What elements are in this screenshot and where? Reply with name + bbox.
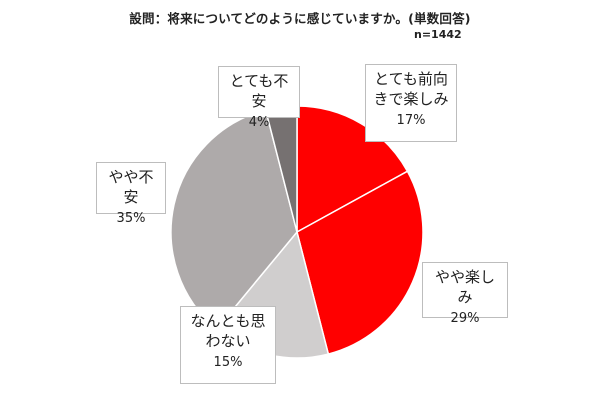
sample-size: n=1442 [414, 28, 462, 41]
slice-label-text: きで楽しみ [373, 90, 449, 108]
slice-percent: 35% [116, 211, 146, 226]
slice-label-text: とても不安 [229, 72, 289, 110]
slice-label-neutral: なんとも思 わない 15% [180, 306, 276, 384]
slice-label-text: わない [205, 332, 251, 350]
slice-percent: 29% [450, 311, 480, 326]
slice-label-text: やや楽しみ [434, 268, 495, 306]
chart-title: 設問：将来についてどのように感じていますか。(単数回答) [129, 11, 471, 26]
slice-label-very-anxious: とても不安 4% [218, 66, 300, 130]
slice-percent: 17% [396, 113, 426, 128]
slice-label-somewhat-positive: やや楽しみ 29% [422, 262, 508, 326]
slice-label-text: やや不安 [108, 168, 154, 206]
slice-label-text: とても前向 [374, 70, 448, 88]
slice-somewhat-positive [296, 170, 424, 355]
slice-percent: 15% [213, 355, 243, 370]
slice-percent: 4% [248, 115, 270, 130]
slice-somewhat-anxious [170, 109, 298, 331]
slice-label-somewhat-anxious: やや不安 35% [96, 162, 166, 226]
slice-label-very-positive: とても前向 きで楽しみ 17% [365, 64, 457, 142]
slice-label-text: なんとも思 [190, 312, 266, 330]
